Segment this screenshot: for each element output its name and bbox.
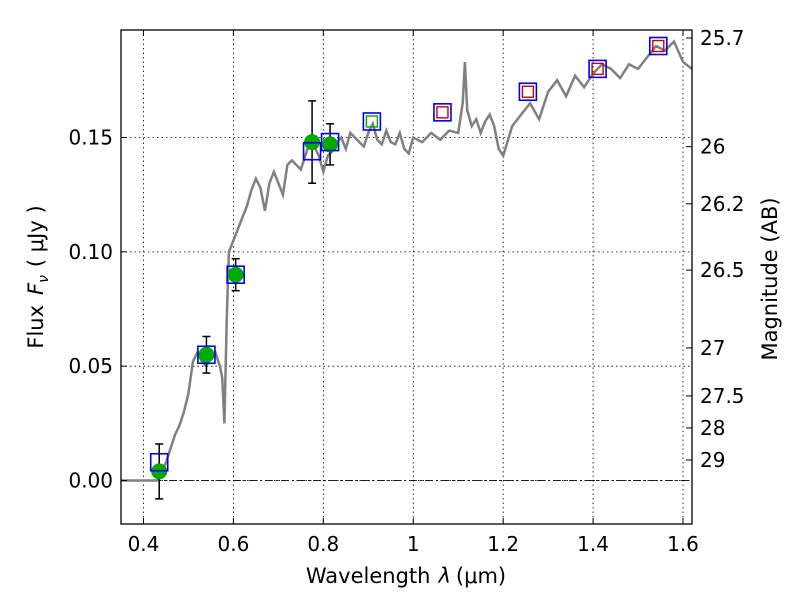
model-box [588, 59, 607, 79]
template-spectrum-line [121, 39, 693, 482]
y-axis-ticks: 0.00 0.05 0.10 0.15 [68, 125, 127, 493]
model-box [362, 112, 382, 131]
magnitude-tick-label: 27 [700, 336, 725, 360]
grid [121, 30, 692, 524]
observed-point [322, 136, 339, 153]
magnitude-tick-label: 25.7 [700, 26, 745, 50]
model-box [320, 132, 340, 152]
magnitude-tick-label: 26.2 [700, 192, 745, 216]
y-tick-label: 0.05 [68, 354, 113, 378]
x-tick-label: 1.6 [667, 532, 699, 556]
plot-background [121, 30, 692, 524]
x-tick-label: 0.4 [128, 532, 160, 556]
y-tick-label: 0.15 [68, 125, 113, 149]
x-tick-label: 1.4 [577, 532, 609, 556]
x-tick-label: 1.2 [487, 532, 519, 556]
x-tick-label: 0.6 [217, 532, 249, 556]
model-box [197, 345, 216, 365]
y-axis-label-right: Magnitude (AB) [758, 197, 782, 360]
plot-frame [120, 29, 693, 525]
inner-markers [365, 39, 665, 128]
x-tick-label: 1 [407, 532, 420, 556]
y-axis-label-left: FluxFν( μJy ) [24, 205, 52, 348]
model-box [226, 265, 245, 285]
model-boxes [149, 36, 668, 472]
inner-marker [591, 62, 604, 76]
x-axis-label: Wavelength λ (μm) [306, 564, 506, 588]
model-box [518, 82, 538, 102]
magnitude-tick-label: 26.5 [700, 258, 745, 282]
inner-marker [436, 106, 449, 119]
y-tick-label: 0.00 [68, 469, 113, 493]
magnitude-tick-label: 26 [700, 135, 725, 159]
observed-point [198, 346, 215, 363]
model-box [149, 452, 169, 472]
inner-marker [652, 39, 665, 53]
inner-marker [365, 115, 379, 128]
magnitude-tick-label: 29 [700, 448, 725, 472]
magnitude-tick-label: 27.5 [700, 384, 745, 408]
x-tick-label: 0.8 [307, 532, 339, 556]
x-axis-ticks: 0.4 0.6 0.8 1 1.2 1.4 1.6 [128, 30, 699, 556]
observed-point [227, 266, 244, 283]
inner-marker [521, 85, 535, 98]
magnitude-tick-label: 28 [700, 416, 725, 440]
y-tick-label: 0.10 [68, 240, 113, 264]
model-box [648, 36, 668, 56]
model-box [433, 103, 452, 122]
model-box [302, 141, 322, 161]
magnitude-axis-ticks: 25.7 26 26.2 26.5 27 27.5 28 29 [686, 26, 745, 472]
